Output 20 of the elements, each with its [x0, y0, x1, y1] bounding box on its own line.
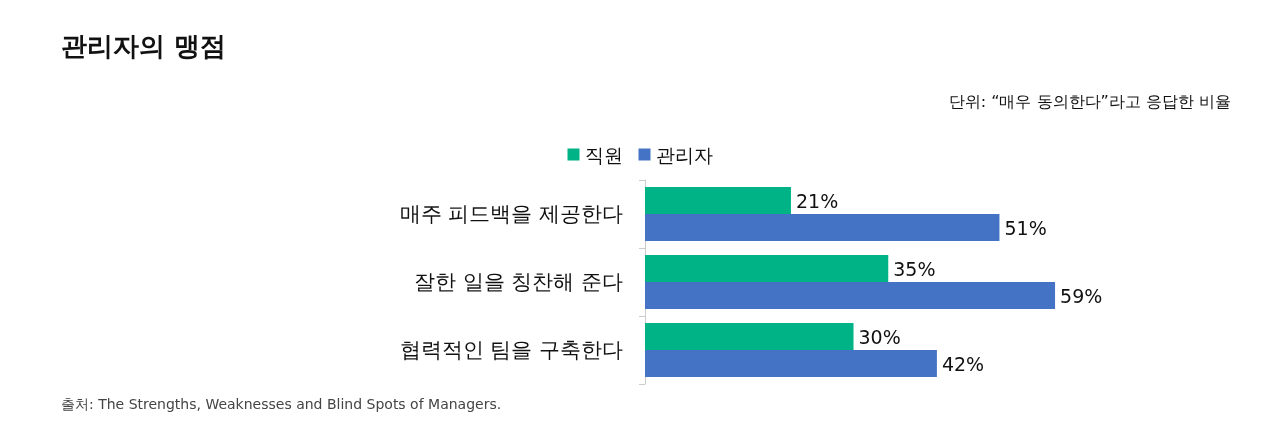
data-label: 21% — [795, 189, 839, 212]
text: 단위: “매우 동의한다”라고 응답한 비율 — [948, 91, 1231, 111]
data-label: 35% — [893, 257, 936, 280]
bar — [645, 323, 854, 350]
y-tick-label: 매주 피드백을 제공한다 — [399, 202, 623, 226]
y-tick-label: 협력적인 팀을 구축한다 — [399, 338, 623, 362]
legend-label: 직원 — [584, 143, 623, 166]
bar — [645, 282, 1056, 309]
legend-label: 관리자 — [655, 143, 713, 166]
y-tick-label: 잘한 일을 칭찬해 준다 — [413, 270, 623, 294]
data-label: 51% — [1004, 216, 1047, 239]
bar — [645, 214, 1000, 241]
bar — [645, 255, 889, 282]
data-label: 42% — [941, 352, 985, 375]
bar — [645, 187, 791, 214]
data-label: 30% — [858, 325, 901, 348]
bar — [645, 350, 937, 377]
source-note: 출처: The Strengths, Weaknesses and Blind Spots of Managers. — [61, 396, 502, 412]
text: 관리자의 맹점 — [61, 31, 227, 61]
data-label: 59% — [1060, 284, 1103, 307]
